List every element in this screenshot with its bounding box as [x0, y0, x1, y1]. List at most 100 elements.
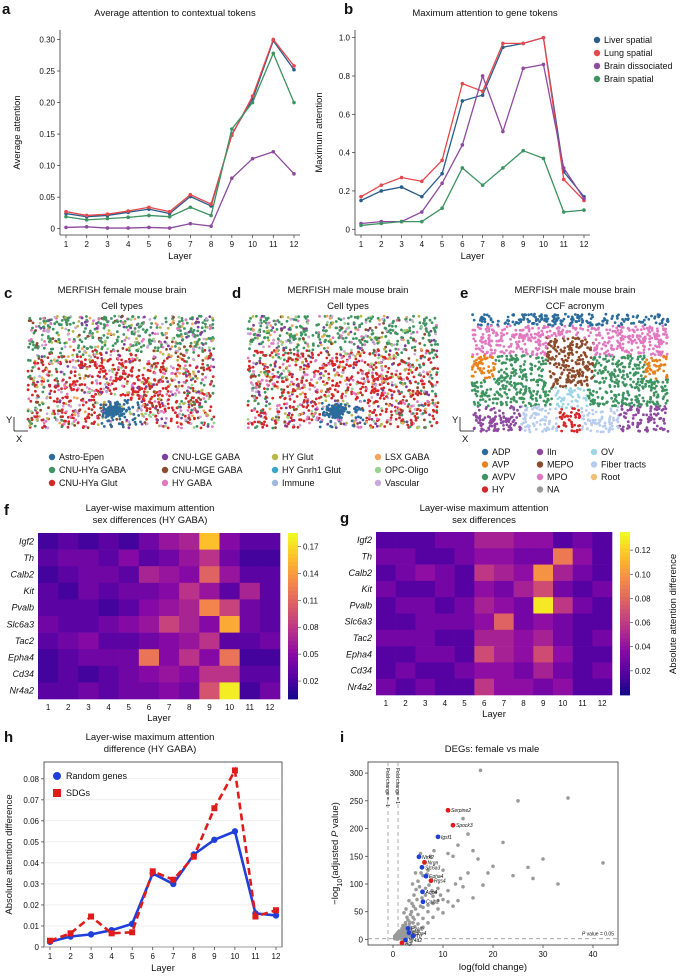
- cell-point: [72, 340, 75, 344]
- cell-point: [124, 360, 128, 363]
- cell-point: [158, 326, 162, 329]
- data-point: [359, 194, 363, 199]
- region-point: [530, 363, 534, 367]
- cell-point: [300, 412, 304, 416]
- cell-point: [48, 318, 51, 322]
- region-point: [498, 414, 502, 418]
- cell-point: [142, 403, 145, 407]
- cell-point: [155, 421, 159, 424]
- region-point: [665, 375, 669, 379]
- cell-point: [262, 330, 266, 333]
- cell-point: [411, 412, 415, 415]
- cell-point: [417, 404, 421, 407]
- cell-point: [285, 375, 289, 379]
- cell-point: [344, 352, 347, 356]
- region-point: [635, 367, 639, 370]
- cell-point: [357, 359, 361, 363]
- cell-point: [102, 366, 105, 370]
- region-point: [653, 407, 657, 411]
- cell-point: [35, 415, 39, 418]
- cell-point: [407, 357, 411, 360]
- cell-point: [374, 350, 378, 354]
- cell-point: [180, 335, 184, 338]
- cell-point: [107, 413, 110, 416]
- cell-point: [386, 370, 390, 374]
- cell-point: [271, 382, 275, 386]
- cell-point: [290, 324, 294, 327]
- cell-point: [115, 338, 119, 342]
- cell-point: [326, 388, 329, 391]
- cell-point: [131, 315, 134, 319]
- cell-point: [68, 322, 72, 326]
- cell-point: [340, 374, 343, 378]
- cell-point: [36, 380, 39, 384]
- cell-point: [430, 339, 433, 342]
- legend-marker: [593, 62, 601, 70]
- data-point: [582, 196, 586, 201]
- cell-point: [298, 368, 302, 371]
- region-point: [513, 411, 516, 415]
- cell-point: [289, 341, 293, 345]
- cell-point: [158, 397, 161, 401]
- cell-point: [331, 321, 335, 325]
- cell-point: [296, 387, 299, 391]
- cell-point: [58, 409, 62, 413]
- region-point: [581, 374, 584, 378]
- cell-point: [336, 332, 340, 335]
- cell-point: [96, 401, 99, 405]
- x-tick-label: 7: [188, 240, 193, 249]
- data-point: [521, 41, 525, 46]
- region-point: [513, 374, 516, 377]
- cell-point: [410, 371, 414, 374]
- cell-point: [71, 365, 75, 369]
- cell-point: [112, 349, 116, 353]
- title-f: Layer-wise maximum attention: [86, 503, 215, 514]
- cell-point: [116, 356, 120, 360]
- region-point: [523, 342, 527, 346]
- cell-point: [208, 395, 212, 398]
- data-point: [359, 198, 363, 203]
- cell-point: [268, 402, 271, 406]
- region-point: [642, 318, 646, 322]
- cell-point: [83, 376, 86, 380]
- cell-point: [145, 409, 149, 412]
- region-point: [475, 415, 478, 419]
- cell-point: [74, 366, 77, 370]
- cell-point: [92, 319, 95, 323]
- cell-point: [287, 338, 290, 342]
- region-point: [501, 411, 505, 415]
- region-point: [657, 334, 661, 338]
- region-point: [581, 425, 585, 429]
- cell-point: [323, 393, 327, 397]
- region-point: [657, 407, 661, 411]
- cell-point: [251, 389, 254, 392]
- region-point: [610, 396, 613, 400]
- region-point: [490, 348, 493, 352]
- cell-point: [431, 389, 434, 393]
- cell-point: [65, 395, 69, 399]
- cell-point: [115, 417, 119, 421]
- cell-point: [360, 335, 363, 338]
- data-point: [501, 129, 505, 134]
- cell-point: [374, 413, 378, 417]
- cell-point: [43, 322, 47, 325]
- cell-point: [427, 403, 430, 407]
- cell-point: [265, 424, 269, 428]
- cell-point: [111, 344, 115, 347]
- region-point: [638, 361, 642, 364]
- region-point: [552, 332, 556, 335]
- title-c: MERFISH female mouse brain: [58, 285, 187, 296]
- cell-point: [254, 385, 258, 389]
- cell-point: [154, 406, 157, 410]
- cell-point: [275, 348, 279, 352]
- x-tick-label: 11: [269, 240, 278, 249]
- region-point: [636, 377, 640, 381]
- cell-point: [354, 326, 357, 330]
- cell-point: [176, 425, 180, 429]
- cell-point: [31, 340, 35, 344]
- cell-point: [255, 349, 259, 353]
- region-point: [548, 361, 552, 365]
- region-point: [537, 338, 540, 342]
- cell-point: [366, 363, 370, 366]
- cell-point: [276, 418, 280, 422]
